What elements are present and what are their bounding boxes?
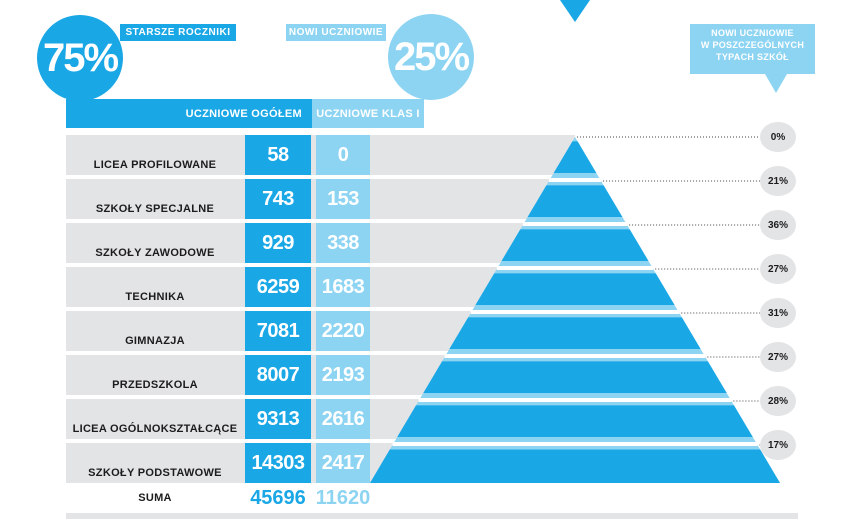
new-pct-value: 25% <box>393 34 470 79</box>
col-header-first: UCZNIOWE KLAS I <box>312 99 424 128</box>
older-pct-value: 75% <box>42 35 119 80</box>
row-label: GIMNAZJA <box>125 335 185 347</box>
row-first-year-value: 2193 <box>316 355 370 395</box>
row-first-year-value: 2417 <box>316 443 370 483</box>
row-first-year-value: 2616 <box>316 399 370 439</box>
pyramid-band <box>449 317 701 349</box>
pct-bubble: 0% <box>760 122 796 152</box>
pct-bubble: 27% <box>760 342 796 372</box>
sum-label-text: SUMA <box>138 492 172 504</box>
row-label: SZKOŁY ZAWODOWE <box>95 247 215 259</box>
row-total-value: 6259 <box>245 267 311 307</box>
new-label: NOWI UCZNIOWIE <box>286 24 386 41</box>
sum-total: 45696 <box>245 484 311 512</box>
pct-bubble: 21% <box>760 166 796 196</box>
row-label: LICEA OGÓLNOKSZTAŁCĄCE <box>72 423 238 435</box>
older-label: STARSZE ROCZNIKI <box>120 24 236 41</box>
row-first-year-value: 338 <box>316 223 370 263</box>
row-total-value: 8007 <box>245 355 311 395</box>
sum-first-year-value: 11620 <box>315 486 371 509</box>
row-total-value: 58 <box>245 135 311 175</box>
row-first-year-value: 153 <box>316 179 370 219</box>
new-pct-circle: 25% <box>388 14 474 100</box>
row-first-year-value: 2220 <box>316 311 370 351</box>
pyramid-band <box>370 449 780 483</box>
pyramid-band <box>527 185 623 217</box>
pct-bubble: 36% <box>760 210 796 240</box>
row-label: PRZEDSZKOLA <box>112 379 198 391</box>
older-label-text: STARSZE ROCZNIKI <box>125 27 231 38</box>
row-label: SZKOŁY SPECJALNE <box>95 203 215 215</box>
row-total-value: 7081 <box>245 311 311 351</box>
pct-bubble: 17% <box>760 430 796 460</box>
right-label-line2: W POSZCZEGÓLNYCH <box>700 40 805 50</box>
row-label: SZKOŁY PODSTAWOWE <box>88 467 222 479</box>
sum-first-year: 11620 <box>315 484 371 512</box>
row-total-value: 9313 <box>245 399 311 439</box>
row-total-value: 743 <box>245 179 311 219</box>
right-label-line3: TYPACH SZKÓŁ <box>716 52 789 62</box>
row-label: TECHNIKA <box>125 291 185 303</box>
row-first-year-value: 0 <box>316 135 370 175</box>
pyramid-band <box>553 141 597 173</box>
top-marker-triangle <box>560 0 590 22</box>
col-header-total-text: UCZNIOWE OGÓŁEM <box>185 107 302 120</box>
col-header-total: UCZNIOWE OGÓŁEM <box>66 99 312 128</box>
bottom-rule <box>66 513 798 519</box>
older-pct-circle: 75% <box>37 15 123 101</box>
right-label-line1: NOWI UCZNIOWIE <box>711 28 794 38</box>
right-label-arrow <box>765 74 787 93</box>
row-total-value: 14303 <box>245 443 311 483</box>
pyramid-band <box>501 229 649 261</box>
sum-label: SUMA <box>66 488 244 508</box>
pyramid-band <box>397 405 753 437</box>
right-label-box: NOWI UCZNIOWIE W POSZCZEGÓLNYCH TYPACH S… <box>690 24 815 74</box>
pyramid-band <box>423 361 727 393</box>
pct-bubble: 27% <box>760 254 796 284</box>
row-label: LICEA PROFILOWANE <box>93 159 217 171</box>
sum-total-value: 45696 <box>250 486 306 509</box>
row-first-year-value: 1683 <box>316 267 370 307</box>
col-header-first-text: UCZNIOWE KLAS I <box>316 107 420 120</box>
pyramid-band <box>475 273 675 305</box>
new-label-text: NOWI UCZNIOWIE <box>288 27 384 38</box>
pct-bubble: 31% <box>760 298 796 328</box>
row-total-value: 929 <box>245 223 311 263</box>
pct-bubble: 28% <box>760 386 796 416</box>
